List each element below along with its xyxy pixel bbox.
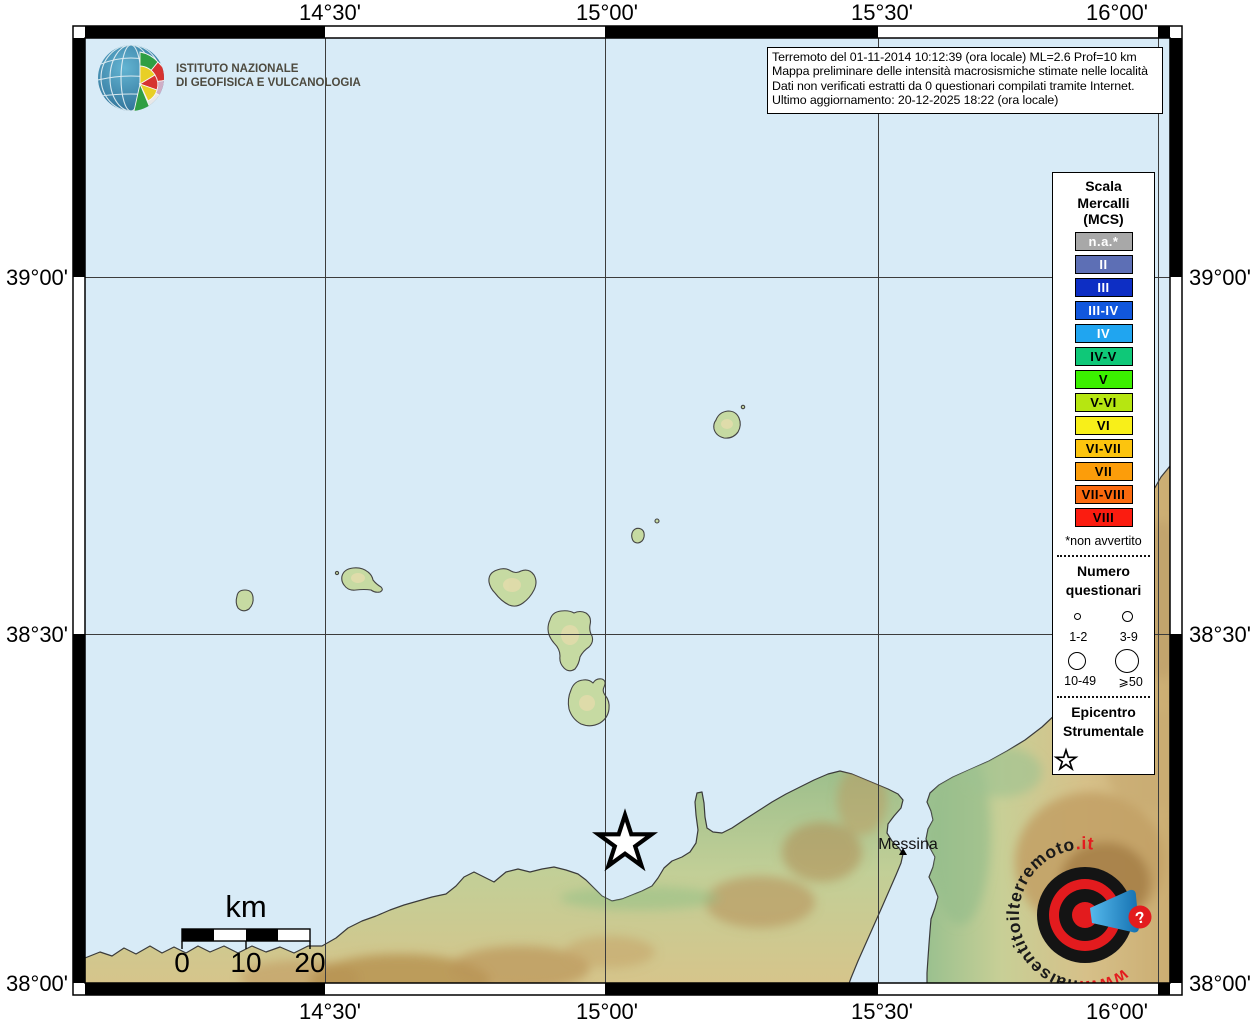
info-line-4: Ultimo aggiornamento: 20-12-2025 18:22 (… [772, 93, 1059, 108]
legend-swatch-iv-v: IV-V [1074, 346, 1133, 366]
scale-bar [181, 928, 311, 949]
islet-strombolicchio [740, 404, 746, 410]
axis-right-3900: 39°00' [1189, 265, 1251, 290]
sicily-relief [240, 771, 887, 983]
questionnaire-labels-large: 10-49 ⩾50 [1064, 673, 1143, 689]
axis-top-1600: 16°00' [1086, 0, 1148, 25]
legend-swatch-v-vi: V-VI [1074, 392, 1133, 412]
legend-panel: Scala Mercalli (MCS) n.a.* II III III-IV… [1052, 172, 1155, 775]
graticule [85, 38, 1170, 983]
axis-left-3800: 38°00' [6, 971, 68, 996]
legend-swatch-iv: IV [1074, 323, 1133, 343]
legend-swatch-vi-vii: VI-VII [1074, 438, 1133, 458]
legend-title: Scala Mercalli (MCS) [1077, 178, 1130, 227]
info-line-3: Dati non verificati estratti da 0 questi… [772, 78, 1135, 93]
hsit-it: .it [1074, 833, 1095, 854]
scale-tick-20: 20 [294, 947, 326, 978]
legend-swatch-ii: II [1074, 254, 1133, 274]
legend-swatch-vii-viii: VII-VIII [1074, 484, 1133, 504]
axis-top-1530: 15°30' [851, 0, 913, 25]
questionnaire-labels-small: 1-2 3-9 [1069, 629, 1138, 644]
event-info-box: Terremoto del 01-11-2014 10:12:39 (ora l… [767, 47, 1163, 114]
megaphone-icon [1090, 889, 1139, 933]
scale-unit-label: km [225, 889, 267, 924]
axis-top-1430: 14°30' [299, 0, 361, 25]
questionnaire-circles-small [1053, 605, 1154, 629]
legend-swatch-viii: VIII [1074, 507, 1133, 527]
circle-size-50plus-icon [1115, 648, 1140, 673]
islet-basiluzzo [654, 518, 660, 524]
scale-tick-0: 0 [174, 947, 190, 978]
islet-canna [334, 570, 340, 576]
axis-bottom-1600: 16°00' [1086, 999, 1148, 1024]
axis-top-1500: 15°00' [576, 0, 638, 25]
island-alicudi [235, 589, 254, 612]
messina-marker [899, 848, 907, 855]
axis-left-3900: 39°00' [6, 265, 68, 290]
legend-swatch-v: V [1074, 369, 1133, 389]
ingv-line-1: ISTITUTO NAZIONALE [176, 63, 299, 75]
question-badge: ? [1128, 905, 1152, 929]
scale-tick-10: 10 [230, 947, 262, 978]
info-line-1: Terremoto del 01-11-2014 10:12:39 (ora l… [772, 50, 1137, 64]
circle-size-1-2-icon [1073, 613, 1081, 620]
epicenter-star [591, 808, 659, 872]
questionnaire-title: Numero questionari [1065, 562, 1142, 598]
info-line-2: Mappa preliminare delle intensità macros… [772, 64, 1148, 79]
legend-footnote: *non avvertito [1065, 533, 1142, 548]
axis-left-3830: 38°30' [6, 622, 68, 647]
circle-size-3-9-icon [1122, 611, 1134, 622]
axis-bottom-1500: 15°00' [576, 999, 638, 1024]
axis-right-3830: 38°30' [1189, 622, 1251, 647]
map-inner-border [84, 37, 1171, 984]
axis-bottom-1430: 14°30' [299, 999, 361, 1024]
questionnaire-circles-large [1053, 648, 1154, 673]
ingv-globe-icon [98, 45, 164, 111]
axis-right-3800: 38°00' [1189, 971, 1251, 996]
island-panarea [631, 527, 645, 544]
epicenter-title: Epicentro Strumentale [1063, 703, 1144, 739]
circle-size-10-49-icon [1067, 651, 1086, 670]
map-terrain: ? www.haisentitoilterremoto.it [85, 38, 1170, 983]
legend-separator-1 [1057, 554, 1150, 557]
axis-bottom-1530: 15°30' [851, 999, 913, 1024]
legend-swatch-vii: VII [1074, 461, 1133, 481]
legend-swatch-iii-iv: III-IV [1074, 300, 1133, 320]
city-label-messina: Messina [878, 836, 938, 853]
epicenter-star-icon [1053, 746, 1079, 771]
legend-separator-2 [1057, 695, 1150, 698]
ingv-logo-text: ISTITUTO NAZIONALE DI GEOFISICA E VULCAN… [176, 62, 361, 90]
question-mark: ? [1134, 909, 1148, 928]
legend-swatch-vi: VI [1074, 415, 1133, 435]
ingv-line-2: DI GEOFISICA E VULCANOLOGIA [176, 77, 361, 89]
legend-swatch-iii: III [1074, 277, 1133, 297]
legend-swatch-na: n.a.* [1074, 231, 1133, 251]
